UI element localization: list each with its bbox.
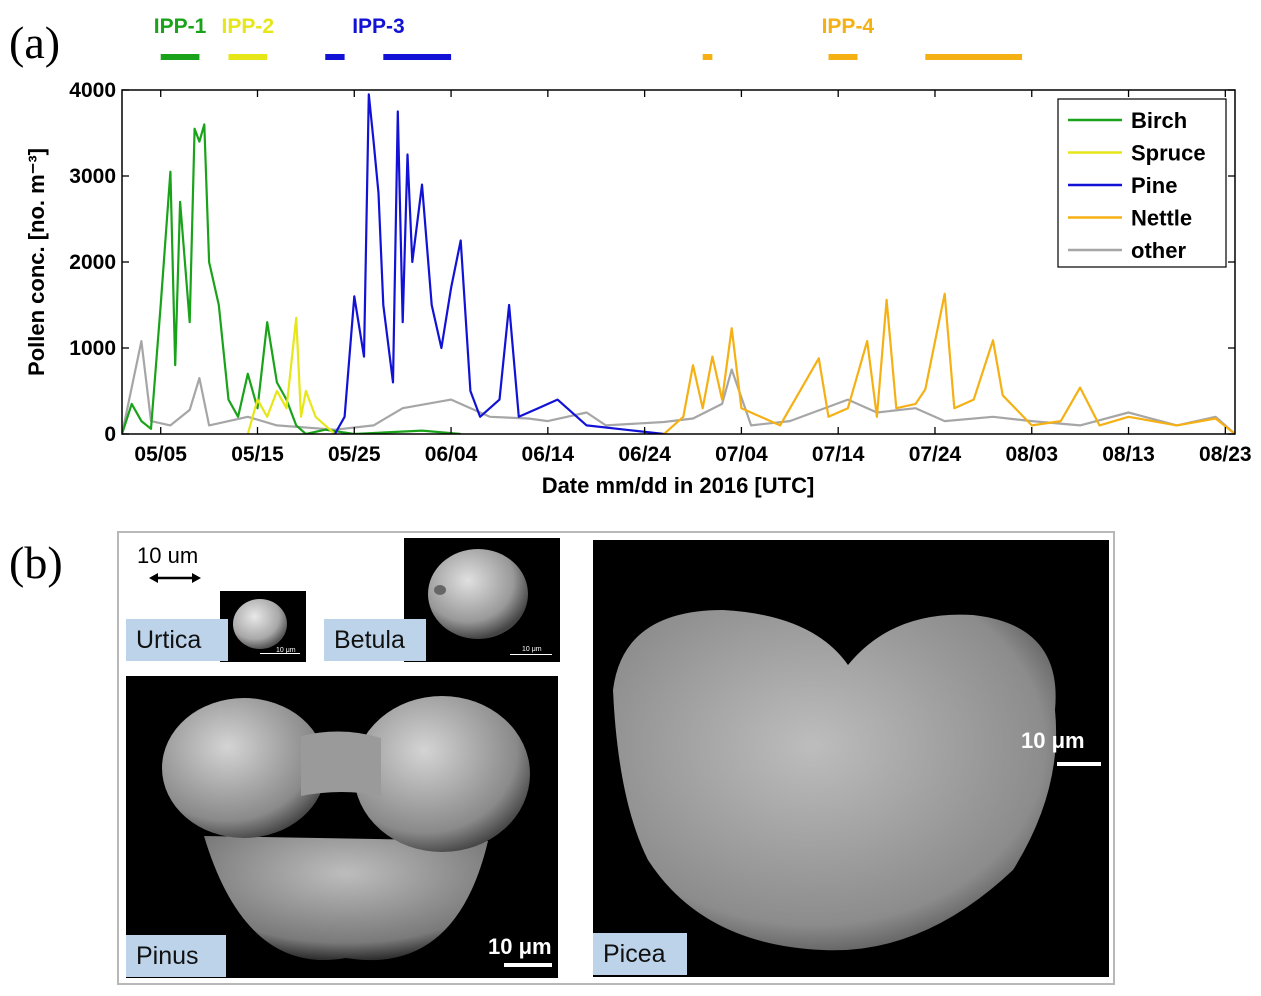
period-bar-ipp-3 xyxy=(383,54,452,60)
picea-sem-image: 10 μm xyxy=(593,540,1109,977)
x-tick-label: 08/13 xyxy=(1102,443,1155,466)
y-tick-label: 3000 xyxy=(69,165,116,188)
y-tick-label: 2000 xyxy=(69,251,116,274)
picea-scale-bar xyxy=(1057,762,1101,766)
x-tick-label: 05/15 xyxy=(231,443,284,466)
panel-label-a: (a) xyxy=(9,17,61,68)
x-tick-label: 06/04 xyxy=(425,443,478,466)
series-line-nettle xyxy=(663,292,1235,434)
urtica-label: Urtica xyxy=(126,619,228,661)
pollen-concentration-chart: 05/05 05/15 05/25 06/04 06/14 06/24 07/04 07/14… xyxy=(24,15,1252,498)
series-line-pine xyxy=(333,93,665,434)
betula-scale-text: 10 μm xyxy=(522,646,542,653)
x-axis-label: Date mm/dd in 2016 [UTC] xyxy=(542,473,815,498)
picea-scale-text: 10 μm xyxy=(1021,728,1085,753)
period-label-ipp-1: IPP-1 xyxy=(154,15,207,38)
period-bar-ipp-1 xyxy=(160,54,200,60)
period-label-ipp-3: IPP-3 xyxy=(352,15,405,38)
x-tick-label: 05/05 xyxy=(134,443,187,466)
legend-label-pine: Pine xyxy=(1131,173,1177,198)
urtica-scale-text: 10 μm xyxy=(276,647,296,654)
x-tick-label: 07/24 xyxy=(909,443,962,466)
x-tick-label: 07/04 xyxy=(715,443,768,466)
period-bar-ipp-3 xyxy=(325,54,345,60)
x-tick-label: 08/23 xyxy=(1199,443,1252,466)
period-bar-ipp-4 xyxy=(828,54,858,60)
urtica-sem-image: 10 μm xyxy=(220,591,306,662)
series-line-other xyxy=(122,340,1235,434)
y-tick-label: 4000 xyxy=(69,79,116,102)
betula-pollen-grain-icon xyxy=(428,549,528,639)
x-tick-label: 06/24 xyxy=(618,443,671,466)
chart-legend: Birch Spruce Pine Nettle other xyxy=(1057,98,1227,268)
series-line-birch xyxy=(122,123,461,434)
x-tick-label: 06/14 xyxy=(522,443,575,466)
urtica-pollen-grain-icon xyxy=(233,599,287,649)
x-tick-label: 07/14 xyxy=(812,443,865,466)
pinus-scale-bar xyxy=(504,963,552,967)
betula-scale-bar xyxy=(510,654,552,655)
legend-label-spruce: Spruce xyxy=(1131,141,1206,166)
y-tick-label: 0 xyxy=(104,423,116,446)
x-tick-label: 05/25 xyxy=(328,443,381,466)
legend-label-other: other xyxy=(1131,238,1186,263)
legend-frame xyxy=(1057,98,1227,268)
betula-label: Betula xyxy=(324,619,426,661)
picea-pollen-grain-icon xyxy=(613,610,1057,951)
period-label-ipp-4: IPP-4 xyxy=(822,15,875,38)
series-line-spruce xyxy=(246,316,336,434)
period-bar-ipp-4 xyxy=(702,54,713,60)
pinus-label: Pinus xyxy=(126,935,226,977)
double-arrow-icon xyxy=(149,573,201,583)
legend-label-nettle: Nettle xyxy=(1131,206,1192,231)
x-tick-label: 08/03 xyxy=(1005,443,1058,466)
reference-scale-text: 10 um xyxy=(137,543,199,568)
legend-label-birch: Birch xyxy=(1131,108,1187,133)
panel-label-b: (b) xyxy=(9,537,63,588)
pinus-pollen-grain-icon xyxy=(162,696,530,961)
pinus-sem-image: 10 μm xyxy=(126,676,558,978)
betula-sem-image: 10 μm xyxy=(404,538,560,662)
pinus-scale-text: 10 μm xyxy=(488,934,552,959)
y-axis-label: Pollen conc. [no. m⁻³] xyxy=(24,148,49,376)
pollen-sem-images-panel: 10 um 10 μm Urtica 10 μm Betula xyxy=(117,531,1115,985)
period-bar-ipp-2 xyxy=(228,54,268,60)
period-label-ipp-2: IPP-2 xyxy=(222,15,275,38)
urtica-scale-bar xyxy=(260,653,300,654)
picea-label: Picea xyxy=(593,933,687,975)
y-tick-label: 1000 xyxy=(69,337,116,360)
period-bar-ipp-4 xyxy=(925,54,1023,60)
